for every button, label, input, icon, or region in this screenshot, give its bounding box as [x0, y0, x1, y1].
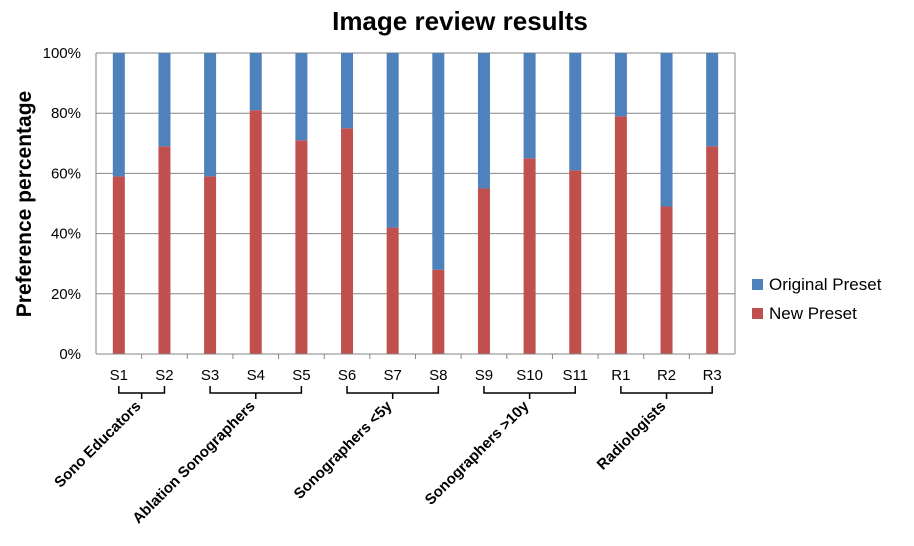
group-label: Sonographers <5y — [291, 397, 396, 502]
x-tick-label: S2 — [155, 367, 173, 384]
bar-new-preset — [614, 116, 627, 355]
legend-swatch — [752, 279, 763, 290]
group-bracket — [118, 386, 166, 399]
group-bracket — [620, 386, 713, 399]
bar-original-preset — [614, 53, 627, 117]
bar-original-preset — [158, 53, 171, 147]
x-tick-label: S7 — [383, 367, 401, 384]
x-tick-label: S1 — [110, 367, 128, 384]
legend-label: Original Preset — [769, 275, 882, 294]
group-label: Sono Educators — [51, 398, 144, 491]
bar-original-preset — [477, 53, 490, 189]
bar-original-preset — [295, 53, 308, 141]
legend: Original Preset New Preset — [752, 275, 882, 323]
bar-new-preset — [432, 269, 445, 354]
bar-original-preset — [112, 53, 125, 177]
y-tick-label: 80% — [51, 105, 81, 122]
group-bracket — [483, 386, 576, 399]
y-axis-label: Preference percentage — [13, 91, 36, 317]
bar-original-preset — [569, 53, 582, 171]
chart-title: Image review results — [332, 6, 588, 36]
bar-original-preset — [204, 53, 217, 177]
x-tick-label: R2 — [657, 367, 676, 384]
group-bracket — [209, 386, 303, 399]
bar-new-preset — [341, 128, 354, 354]
bars — [112, 53, 719, 355]
bar-original-preset — [249, 53, 262, 111]
x-tick-label: S9 — [475, 367, 493, 384]
x-tick-label: S8 — [429, 367, 447, 384]
y-tick-label: 60% — [51, 165, 81, 182]
y-tick-label: 0% — [59, 346, 81, 363]
bar-original-preset — [341, 53, 354, 129]
bar-new-preset — [112, 176, 125, 354]
x-tick-label: R3 — [703, 367, 722, 384]
x-tick-label: S3 — [201, 367, 219, 384]
bar-new-preset — [477, 188, 490, 354]
x-tick-label: R1 — [611, 367, 630, 384]
group-label: Sonographers >10y — [422, 397, 533, 508]
x-tick-label: S4 — [247, 367, 265, 384]
bar-original-preset — [432, 53, 445, 270]
bar-new-preset — [660, 206, 673, 354]
bar-new-preset — [158, 146, 171, 354]
group-label: Radiologists — [594, 398, 670, 474]
axes: 0% 20% 40% 60% 80% 100% S1 S2 S3 S4 S5 S6 S7 S8 S9 S10 S… — [43, 45, 736, 384]
y-tick-label: 20% — [51, 286, 81, 303]
grid-lines — [96, 52, 735, 295]
bar-new-preset — [706, 146, 719, 354]
x-tick-label: S5 — [292, 367, 310, 384]
bar-new-preset — [204, 176, 217, 354]
bar-new-preset — [523, 158, 536, 354]
y-tick-label: 40% — [51, 226, 81, 243]
bar-new-preset — [386, 227, 399, 354]
bar-original-preset — [523, 53, 536, 159]
x-tick-label: S11 — [562, 367, 588, 384]
x-tick-label: S10 — [516, 367, 543, 384]
legend-swatch — [752, 308, 763, 319]
bar-new-preset — [249, 110, 262, 354]
bar-original-preset — [386, 53, 399, 228]
y-tick-label: 100% — [43, 45, 81, 62]
legend-label: New Preset — [769, 304, 857, 323]
x-tick-label: S6 — [338, 367, 356, 384]
bar-new-preset — [569, 170, 582, 354]
bar-new-preset — [295, 140, 308, 354]
group-bracket — [346, 386, 440, 399]
bar-original-preset — [706, 53, 719, 147]
bar-original-preset — [660, 53, 673, 207]
group-label: Ablation Sonographers — [129, 398, 258, 527]
